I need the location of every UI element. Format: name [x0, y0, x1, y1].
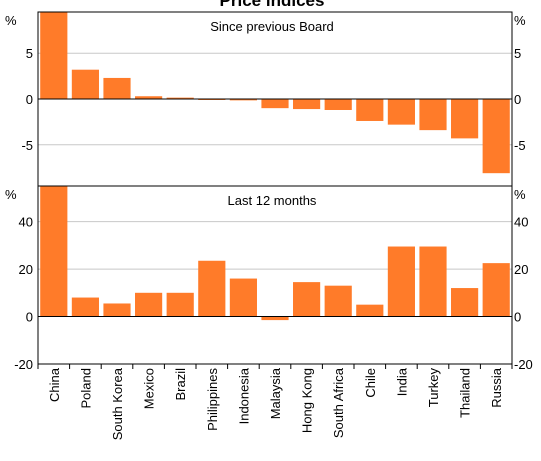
x-tick-label: Turkey — [426, 368, 441, 408]
y-tick-label-left: 0 — [26, 92, 33, 107]
bar-chile — [356, 99, 384, 121]
x-tick-label: Hong Kong — [300, 368, 315, 433]
bar-south-korea — [103, 303, 131, 317]
bar-indonesia — [229, 278, 257, 317]
y-tick-label-right: 0 — [514, 310, 521, 325]
y-tick-label-right: 0 — [514, 92, 521, 107]
y-tick-label-left: 0 — [26, 310, 33, 325]
bar-china — [40, 186, 68, 317]
x-tick-label: China — [47, 367, 62, 402]
x-tick-label: Malaysia — [268, 367, 283, 419]
y-tick-label-left: 40 — [19, 215, 33, 230]
bar-hong-kong — [293, 282, 321, 317]
panel-frame — [37, 185, 513, 365]
x-tick-label: Chile — [363, 368, 378, 398]
bar-south-korea — [103, 77, 131, 99]
bar-mexico — [135, 292, 163, 317]
x-tick-label: Russia — [489, 367, 504, 408]
bar-south-africa — [324, 285, 352, 317]
y-tick-label-right: -5 — [514, 138, 526, 153]
unit-label-left: % — [5, 13, 17, 28]
bar-malaysia — [261, 316, 289, 321]
unit-label-right: % — [514, 13, 526, 28]
bar-poland — [71, 297, 99, 317]
chart-title: Price indices — [220, 0, 325, 10]
y-tick-label-left: 20 — [19, 262, 33, 277]
x-tick-label: Philippines — [205, 368, 220, 431]
y-tick-label-right: 20 — [514, 262, 528, 277]
chart-panel-1: -5 -5 0 0 5 5% % Since previous Board — [5, 11, 526, 187]
bar-china — [40, 12, 68, 99]
x-tick-label: Poland — [78, 368, 93, 408]
bar-chile — [356, 304, 384, 317]
bar-philippines — [198, 260, 226, 317]
bar-poland — [71, 69, 99, 99]
bar-hong-kong — [293, 99, 321, 110]
panel-title: Last 12 months — [228, 193, 317, 208]
y-tick-label-left: -5 — [21, 138, 33, 153]
bar-thailand — [451, 288, 479, 317]
bar-russia — [482, 263, 510, 317]
y-tick-label-right: -20 — [514, 357, 533, 372]
bar-india — [387, 99, 415, 125]
bar-thailand — [451, 99, 479, 139]
x-tick-label: Indonesia — [236, 367, 251, 424]
x-tick-label: Thailand — [458, 368, 473, 418]
x-tick-label: Brazil — [173, 368, 188, 401]
y-tick-label-left: -20 — [14, 357, 33, 372]
bar-brazil — [166, 292, 194, 317]
y-tick-label-right: 5 — [514, 46, 521, 61]
panel-title: Since previous Board — [210, 19, 334, 34]
x-tick-label: Mexico — [142, 368, 157, 409]
unit-label-left: % — [5, 187, 17, 202]
x-tick-label: India — [394, 367, 409, 396]
bar-indonesia — [229, 99, 257, 101]
bar-south-africa — [324, 99, 352, 110]
bar-brazil — [166, 97, 194, 99]
y-tick-label-left: 5 — [26, 46, 33, 61]
bar-turkey — [419, 99, 447, 131]
unit-label-right: % — [514, 187, 526, 202]
x-tick-label: South Korea — [110, 367, 125, 440]
x-tick-label: South Africa — [331, 367, 346, 438]
chart-panel-2: -20 -20 0 0 20 20 40 40% % Last 12 months China Pol… — [5, 185, 533, 440]
bar-mexico — [135, 96, 163, 99]
bar-turkey — [419, 246, 447, 317]
bar-malaysia — [261, 99, 289, 109]
bar-russia — [482, 99, 510, 174]
y-tick-label-right: 40 — [514, 215, 528, 230]
bar-india — [387, 246, 415, 317]
